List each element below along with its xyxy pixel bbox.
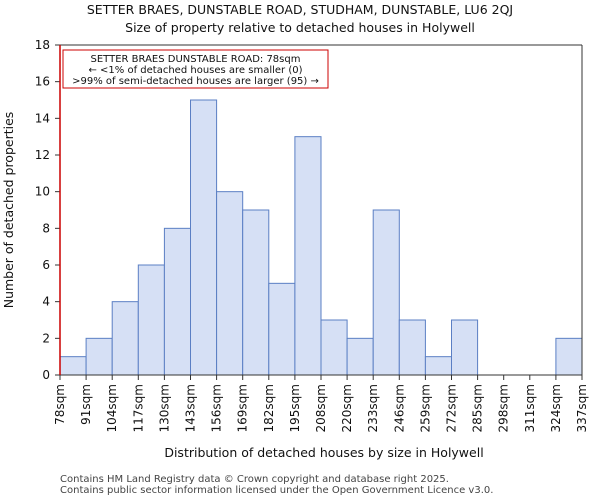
footer-line-1: Contains HM Land Registry data © Crown c… — [60, 474, 449, 485]
x-tick-label: 259sqm — [418, 384, 432, 432]
bar-91sqm — [85, 337, 113, 376]
annotation-box: SETTER BRAES DUNSTABLE ROAD: 78sqm ← <1%… — [62, 49, 329, 89]
x-axis-label: Distribution of detached houses by size … — [164, 445, 483, 460]
bar-169sqm — [242, 209, 270, 376]
x-tick-label: 298sqm — [497, 384, 511, 432]
y-tick-label: 2 — [42, 331, 50, 345]
x-tick-label: 182sqm — [262, 384, 276, 432]
bar-208sqm — [320, 319, 348, 376]
bar-78sqm — [59, 356, 87, 376]
x-tick-label: 272sqm — [445, 384, 459, 432]
y-axis-label: Number of detached properties — [1, 112, 16, 309]
bar-233sqm — [372, 209, 400, 376]
x-tick-label: 156sqm — [210, 384, 224, 432]
footer-line-2: Contains public sector information licen… — [60, 485, 493, 496]
x-tick-label: 324sqm — [549, 384, 563, 432]
x-tick-label: 78sqm — [53, 384, 67, 425]
bar-259sqm — [424, 356, 452, 376]
x-axis-ticks: 78sqm 91sqm 104sqm 117sqm 130sqm 143sqm 156sqm… — [53, 375, 589, 432]
y-tick-label: 6 — [42, 258, 50, 272]
bar-182sqm — [268, 282, 296, 376]
x-tick-label: 143sqm — [184, 384, 198, 432]
x-tick-label: 195sqm — [288, 384, 302, 432]
x-tick-label: 169sqm — [236, 384, 250, 432]
bars-group — [59, 99, 583, 376]
annotation-line-1: SETTER BRAES DUNSTABLE ROAD: 78sqm — [91, 54, 301, 65]
bar-272sqm — [451, 319, 479, 376]
y-tick-label: 18 — [35, 38, 50, 52]
x-tick-label: 117sqm — [131, 384, 145, 432]
bar-220sqm — [346, 337, 374, 376]
y-tick-label: 8 — [42, 221, 50, 235]
bar-130sqm — [163, 227, 191, 376]
annotation-line-3: >99% of semi-detached houses are larger … — [72, 76, 319, 87]
bar-117sqm — [137, 264, 165, 376]
bar-195sqm — [294, 136, 322, 376]
x-tick-label: 208sqm — [314, 384, 328, 432]
x-tick-label: 311sqm — [523, 384, 537, 432]
y-tick-label: 4 — [42, 295, 50, 309]
bar-104sqm — [111, 301, 139, 376]
x-tick-label: 130sqm — [157, 384, 171, 432]
x-tick-label: 91sqm — [79, 384, 93, 425]
x-tick-label: 233sqm — [366, 384, 380, 432]
y-tick-label: 0 — [42, 368, 50, 382]
bar-324sqm — [555, 337, 583, 376]
y-tick-label: 12 — [35, 148, 50, 162]
x-tick-label: 246sqm — [392, 384, 406, 432]
bar-156sqm — [216, 191, 244, 376]
x-tick-label: 337sqm — [575, 384, 589, 432]
bar-143sqm — [190, 99, 218, 376]
bar-246sqm — [398, 319, 426, 376]
y-tick-label: 14 — [35, 111, 50, 125]
chart-subtitle: Size of property relative to detached ho… — [125, 20, 475, 35]
y-axis-ticks: 0 2 4 6 8 10 12 14 16 18 — [35, 38, 60, 382]
x-tick-label: 104sqm — [105, 384, 119, 432]
y-tick-label: 16 — [35, 75, 50, 89]
chart-title: SETTER BRAES, DUNSTABLE ROAD, STUDHAM, D… — [87, 2, 513, 17]
x-tick-label: 220sqm — [340, 384, 354, 432]
y-tick-label: 10 — [35, 185, 50, 199]
annotation-line-2: ← <1% of detached houses are smaller (0) — [89, 65, 303, 76]
x-tick-label: 285sqm — [471, 384, 485, 432]
